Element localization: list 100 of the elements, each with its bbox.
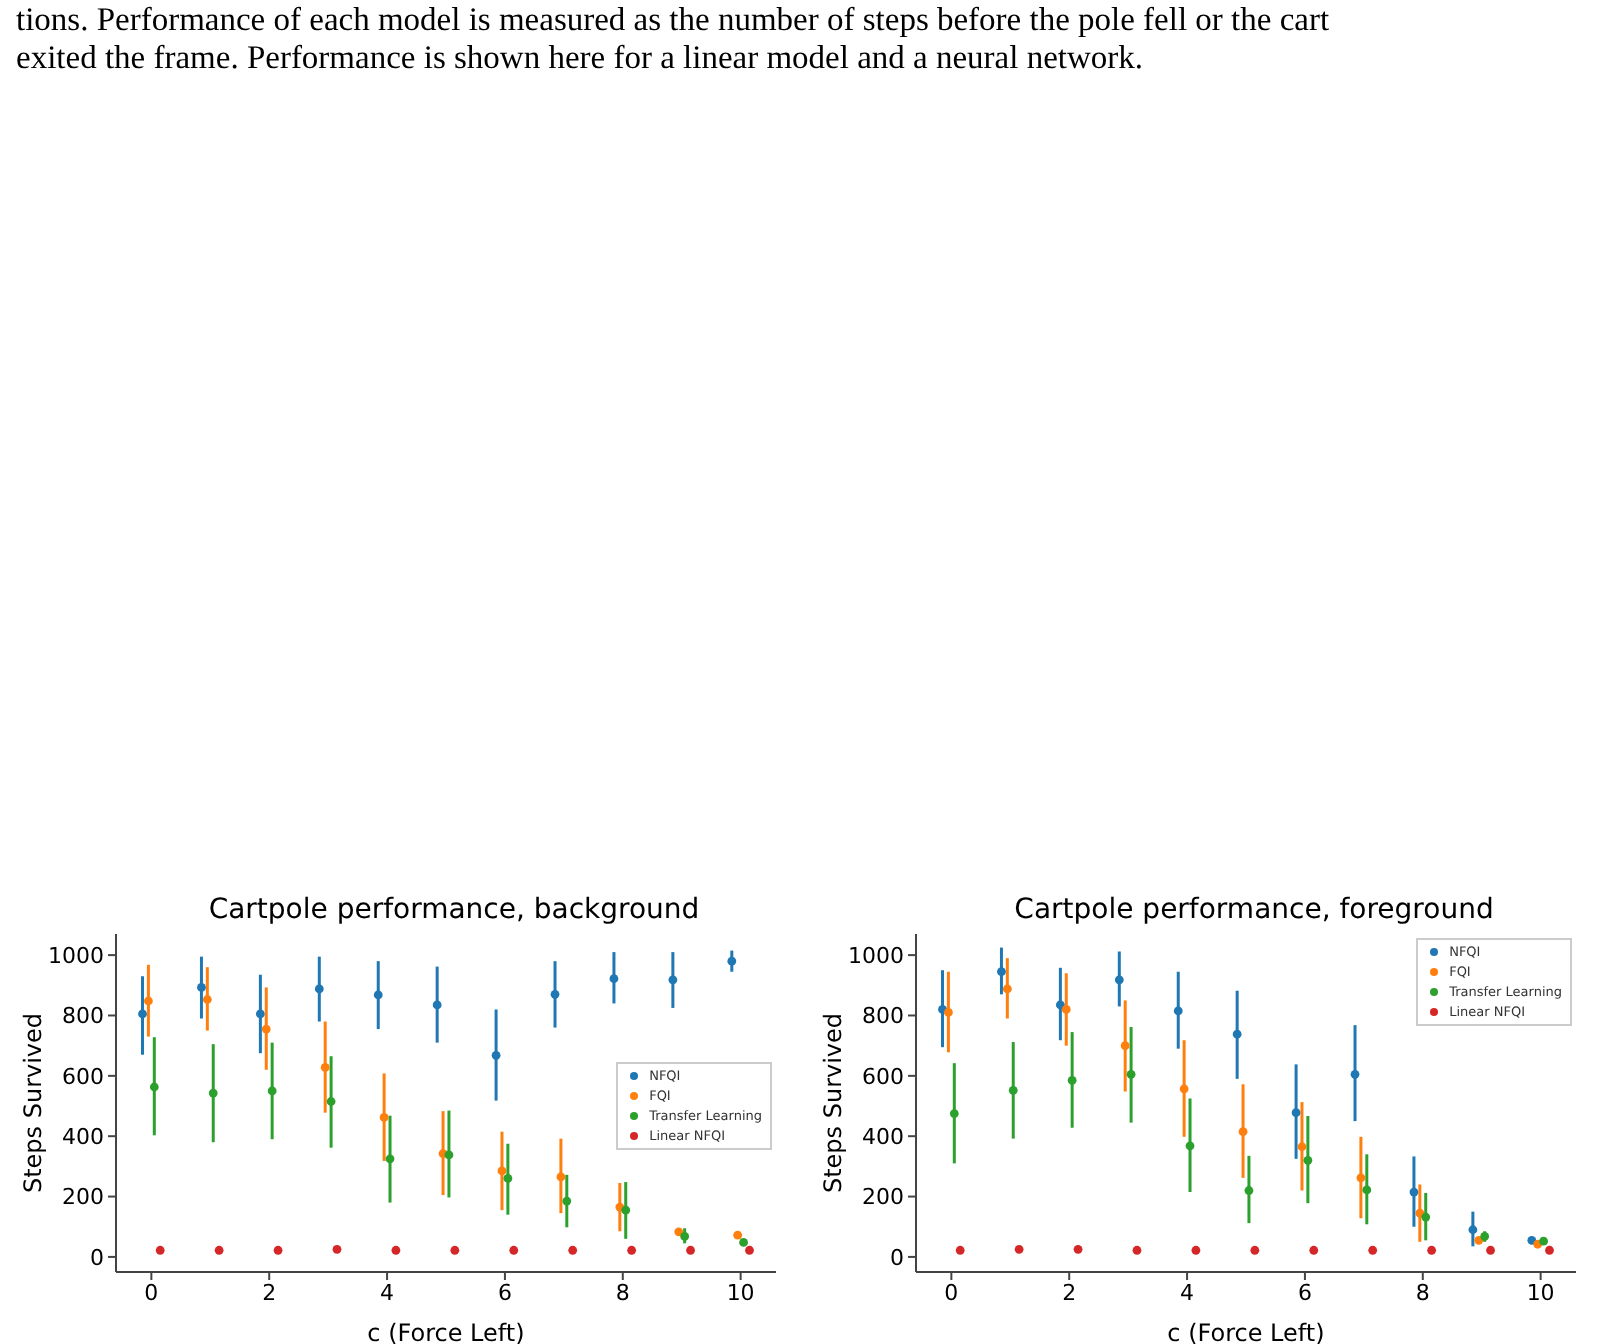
- point: [621, 1205, 631, 1215]
- point: [1309, 1245, 1319, 1255]
- point: [149, 1082, 159, 1092]
- x-tick-label: 2: [262, 1279, 277, 1306]
- point: [1427, 1245, 1437, 1255]
- point: [444, 1150, 454, 1160]
- point: [314, 984, 324, 994]
- point: [568, 1245, 578, 1255]
- y-tick-label: 800: [862, 1003, 904, 1030]
- point: [509, 1245, 519, 1255]
- point: [1185, 1141, 1195, 1151]
- text: exited the frame. Performance is shown here for a linear model and a neural network.: [16, 38, 1146, 76]
- point: [332, 1244, 342, 1254]
- x-tick-label: 2: [1062, 1279, 1077, 1306]
- point: [1350, 1069, 1360, 1079]
- x-tick-label: 4: [380, 1279, 395, 1306]
- point: [138, 1009, 147, 1019]
- x-tick-label: 8: [1415, 1279, 1430, 1306]
- point: [955, 1245, 965, 1255]
- point: [503, 1174, 513, 1183]
- point: [1368, 1245, 1378, 1255]
- point: [497, 1166, 507, 1176]
- point: [155, 1245, 165, 1255]
- point: [1132, 1245, 1142, 1255]
- point: [1008, 1085, 1018, 1095]
- point: [1250, 1245, 1260, 1255]
- point: [1073, 1244, 1083, 1254]
- point: [1232, 1029, 1242, 1039]
- point: [1362, 1185, 1372, 1195]
- x-axis-title: c (Force Left): [1167, 1319, 1325, 1344]
- point: [944, 1008, 953, 1017]
- x-axis-title: c (Force Left): [367, 1319, 525, 1344]
- point: [1468, 1225, 1478, 1235]
- point: [385, 1154, 395, 1164]
- point: [144, 996, 153, 1006]
- chart-title: Cartpole performance, background: [206, 894, 702, 926]
- point: [1002, 984, 1012, 994]
- point: [432, 1000, 442, 1010]
- point: [674, 1227, 684, 1237]
- point: [1173, 1006, 1183, 1016]
- x-tick-label: 0: [144, 1279, 159, 1306]
- point: [373, 990, 383, 1000]
- point: [320, 1062, 330, 1072]
- point: [1545, 1245, 1554, 1255]
- point: [1539, 1236, 1548, 1246]
- point: [491, 1050, 501, 1060]
- point: [1238, 1127, 1248, 1137]
- x-tick-label: 6: [1297, 1279, 1312, 1306]
- point: [1297, 1142, 1307, 1152]
- point: [1244, 1186, 1254, 1195]
- point: [997, 967, 1006, 977]
- y-tick-label: 800: [62, 1003, 104, 1030]
- point: [609, 974, 619, 984]
- y-tick-label: 1000: [848, 942, 904, 969]
- x-tick-label: 10: [726, 1279, 755, 1306]
- point: [202, 995, 212, 1004]
- point: [379, 1113, 389, 1122]
- point: [214, 1245, 224, 1255]
- point: [1421, 1212, 1431, 1222]
- y-tick-label: 600: [62, 1063, 104, 1090]
- point: [949, 1109, 959, 1118]
- point: [1356, 1173, 1366, 1183]
- point: [261, 1024, 271, 1034]
- y-tick-label: 600: [862, 1063, 904, 1090]
- point: [550, 989, 560, 999]
- text: tions. Performance of each model is measured as the number of steps before the pole fell or the cart: [16, 0, 1330, 38]
- point: [391, 1245, 401, 1255]
- point: [273, 1245, 283, 1255]
- y-tick-label: 1000: [48, 942, 104, 969]
- x-tick-label: 4: [1180, 1279, 1195, 1306]
- point: [668, 975, 678, 985]
- point: [1126, 1069, 1136, 1079]
- y-tick-label: 400: [862, 1124, 904, 1151]
- point: [627, 1245, 637, 1255]
- point: [1179, 1084, 1189, 1094]
- point: [727, 956, 737, 966]
- point: [745, 1245, 754, 1255]
- y-tick-label: 400: [62, 1124, 104, 1151]
- point: [1014, 1244, 1024, 1254]
- x-tick-label: 10: [1526, 1279, 1555, 1306]
- point: [1191, 1245, 1201, 1255]
- point: [326, 1097, 336, 1106]
- y-axis-title: Steps Survived: [18, 1012, 47, 1194]
- point: [556, 1172, 566, 1182]
- point: [1067, 1075, 1077, 1085]
- point: [739, 1238, 748, 1247]
- point: [267, 1086, 277, 1096]
- x-tick-label: 8: [615, 1279, 630, 1306]
- point: [1114, 975, 1124, 985]
- y-axis-title: Steps Survived: [818, 1012, 847, 1194]
- point: [197, 983, 206, 992]
- y-tick-label: 200: [62, 1184, 104, 1211]
- chart-title: Cartpole performance, foreground: [1012, 894, 1496, 926]
- point: [1291, 1108, 1301, 1118]
- point: [1061, 1005, 1071, 1014]
- y-tick-label: 0: [890, 1244, 904, 1271]
- point: [1409, 1187, 1419, 1197]
- point: [450, 1245, 460, 1255]
- y-tick-label: 200: [862, 1184, 904, 1211]
- x-tick-label: 6: [497, 1279, 512, 1306]
